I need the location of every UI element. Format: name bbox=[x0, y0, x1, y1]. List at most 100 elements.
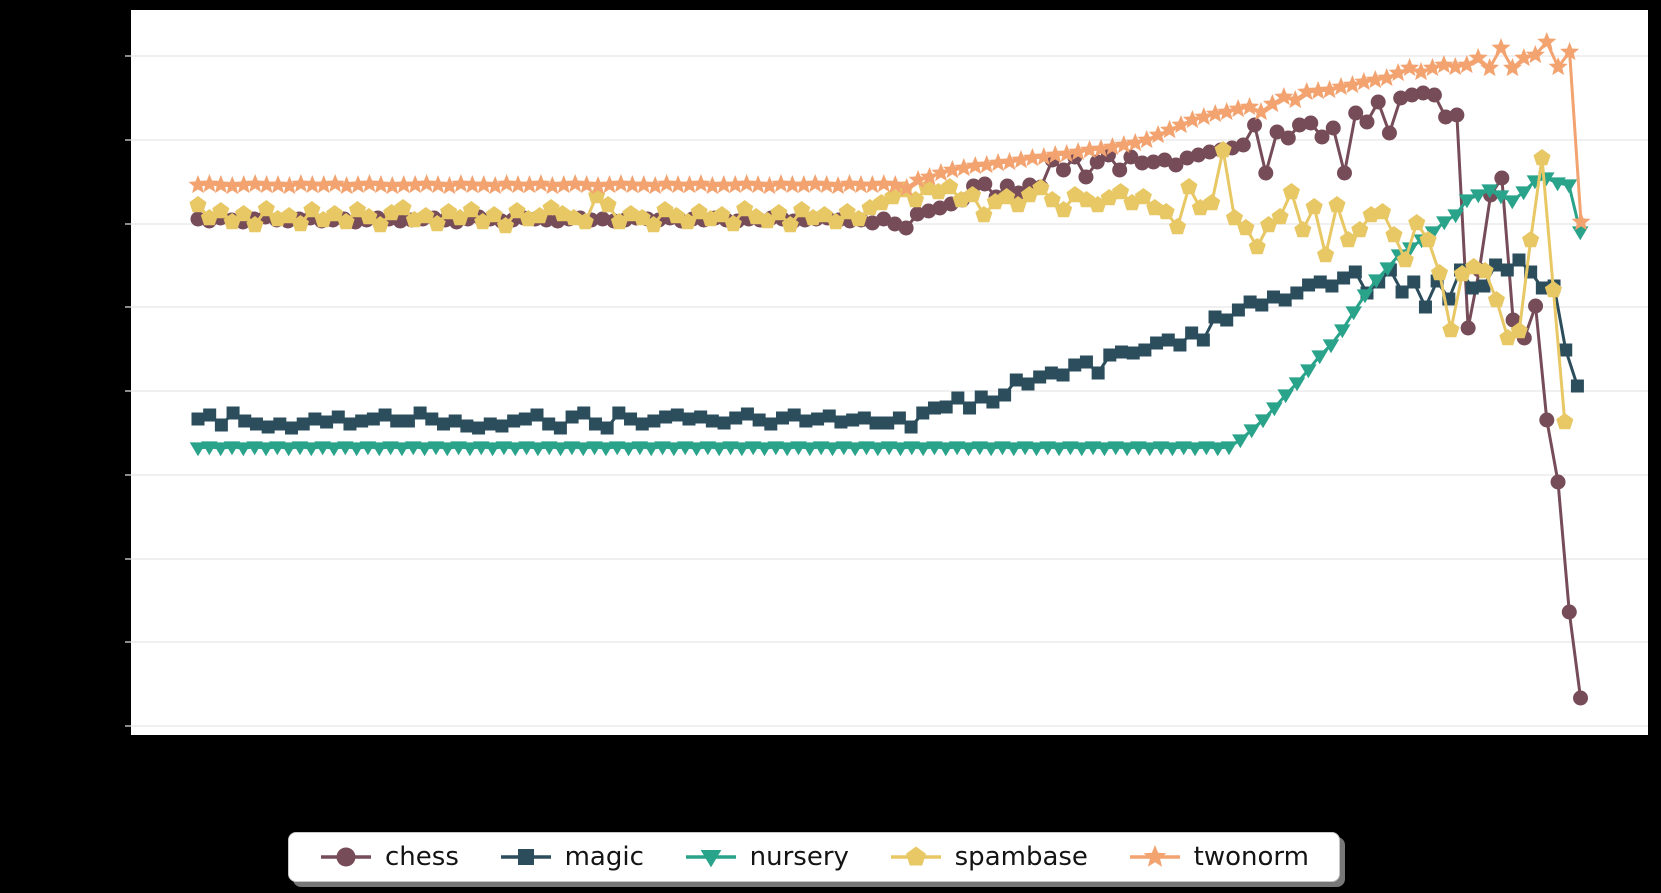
twonorm-marker-icon bbox=[462, 175, 482, 194]
spambase-marker-icon bbox=[713, 206, 731, 223]
spambase-marker-icon bbox=[1248, 238, 1266, 255]
twonorm-marker-icon bbox=[348, 175, 368, 194]
nursery-marker-icon bbox=[1141, 442, 1158, 457]
twonorm-marker-icon bbox=[908, 170, 928, 189]
nursery-marker-icon bbox=[1073, 442, 1091, 457]
nursery-marker-icon bbox=[563, 441, 581, 456]
chess-marker-icon bbox=[1202, 144, 1218, 160]
magic-marker-icon bbox=[425, 412, 439, 426]
spambase-marker-icon bbox=[758, 212, 777, 229]
magic-marker-icon bbox=[916, 406, 930, 420]
spambase-marker-icon bbox=[998, 188, 1016, 205]
twonorm-marker-icon bbox=[428, 175, 448, 194]
spambase-marker-icon bbox=[1214, 141, 1232, 158]
spambase-marker-icon bbox=[223, 213, 241, 230]
magic-marker-icon bbox=[670, 408, 684, 422]
spambase-marker-icon bbox=[1305, 198, 1323, 215]
chess-marker-icon bbox=[1314, 129, 1330, 145]
nursery-marker-icon bbox=[280, 442, 297, 457]
nursery-marker-icon bbox=[676, 441, 694, 456]
magic-marker-icon bbox=[530, 408, 544, 422]
spambase-marker-icon bbox=[610, 213, 628, 230]
twonorm-marker-icon bbox=[1365, 70, 1385, 89]
spambase-marker-icon bbox=[1271, 208, 1289, 225]
magic-marker-icon bbox=[998, 388, 1012, 402]
twonorm-marker-icon bbox=[679, 175, 700, 194]
twonorm-marker-icon bbox=[1262, 94, 1282, 113]
magic-marker-icon bbox=[472, 421, 486, 435]
magic-marker-icon bbox=[834, 415, 848, 429]
spambase-marker-icon bbox=[1328, 196, 1346, 213]
magic-marker-icon bbox=[1512, 253, 1526, 267]
twonorm-marker-icon bbox=[1034, 147, 1054, 166]
twonorm-marker-icon bbox=[851, 175, 871, 194]
spambase-marker-icon bbox=[1476, 262, 1494, 279]
nursery-marker-icon bbox=[1356, 289, 1374, 304]
legend-item-spambase: spambase bbox=[889, 841, 1088, 873]
twonorm-marker-icon bbox=[588, 176, 608, 195]
magic-marker-icon bbox=[1255, 298, 1269, 312]
magic-marker-icon bbox=[565, 410, 579, 424]
nursery-marker-icon bbox=[1107, 441, 1125, 456]
nursery-marker-icon bbox=[189, 442, 207, 457]
spambase-marker-icon bbox=[1544, 281, 1562, 298]
nursery-marker-icon bbox=[948, 441, 966, 456]
chess-marker-icon bbox=[1179, 150, 1195, 166]
nursery-marker-icon bbox=[1277, 389, 1294, 404]
nursery-marker-icon bbox=[325, 442, 343, 457]
magic-marker-icon bbox=[1091, 366, 1105, 380]
legend-label-spambase: spambase bbox=[954, 842, 1088, 872]
nursery-marker-icon bbox=[1130, 441, 1147, 456]
magic-marker-icon bbox=[787, 408, 801, 422]
chess-marker-icon bbox=[595, 211, 611, 227]
twonorm-marker-icon bbox=[234, 175, 254, 194]
spambase-marker-icon bbox=[975, 206, 993, 223]
nursery-marker-icon bbox=[506, 442, 524, 457]
magic-marker-icon bbox=[413, 406, 427, 420]
magic-marker-icon bbox=[1266, 290, 1280, 304]
chess-marker-icon bbox=[898, 220, 914, 236]
magic-marker-icon bbox=[1079, 355, 1093, 369]
spambase-marker-icon bbox=[827, 213, 845, 230]
magic-marker-icon bbox=[717, 416, 731, 430]
magic-marker-icon bbox=[448, 414, 462, 428]
magic-marker-icon bbox=[483, 417, 497, 431]
twonorm-marker-icon bbox=[920, 167, 940, 186]
nursery-marker-icon bbox=[1152, 441, 1170, 456]
spambase-marker-icon bbox=[189, 196, 207, 213]
nursery-marker-icon bbox=[438, 442, 456, 457]
spambase-marker-icon bbox=[1339, 231, 1357, 248]
twonorm-marker-icon bbox=[1011, 150, 1031, 169]
nursery-marker-icon bbox=[620, 442, 637, 457]
nursery-marker-icon bbox=[1164, 442, 1181, 457]
chess-marker-icon bbox=[1460, 320, 1476, 336]
nursery-marker-icon bbox=[1266, 402, 1283, 417]
twonorm-marker-icon bbox=[1205, 104, 1225, 123]
magic-marker-icon bbox=[308, 412, 322, 426]
magic-marker-icon bbox=[729, 411, 743, 425]
magic-marker-icon bbox=[682, 412, 696, 426]
chess-marker-icon bbox=[1348, 105, 1364, 121]
nursery-marker-icon bbox=[337, 441, 354, 456]
twonorm-marker-icon bbox=[1125, 133, 1145, 152]
magic-marker-icon bbox=[1477, 279, 1491, 293]
twonorm-marker-icon bbox=[1057, 144, 1077, 163]
spambase-marker-icon bbox=[1396, 251, 1414, 268]
spambase-marker-icon bbox=[679, 213, 697, 230]
plot-area bbox=[131, 10, 1648, 735]
nursery-marker-icon bbox=[212, 442, 229, 457]
nursery-marker-icon bbox=[303, 442, 320, 457]
nursery-marker-icon bbox=[1345, 306, 1362, 321]
twonorm-marker-icon bbox=[1000, 152, 1020, 171]
nursery-marker-icon bbox=[1515, 186, 1532, 201]
spambase-marker-icon bbox=[1317, 246, 1335, 263]
magic-marker-icon bbox=[1535, 281, 1549, 295]
legend-label-chess: chess bbox=[385, 842, 459, 872]
chess-marker-icon bbox=[1573, 690, 1589, 706]
spambase-marker-icon bbox=[417, 207, 435, 224]
nursery-marker-icon bbox=[540, 441, 558, 456]
spambase-marker-icon bbox=[1351, 221, 1369, 238]
nursery-legend-marker-icon bbox=[685, 849, 736, 868]
nursery-marker-icon bbox=[744, 441, 762, 456]
twonorm-marker-icon bbox=[1457, 55, 1477, 74]
